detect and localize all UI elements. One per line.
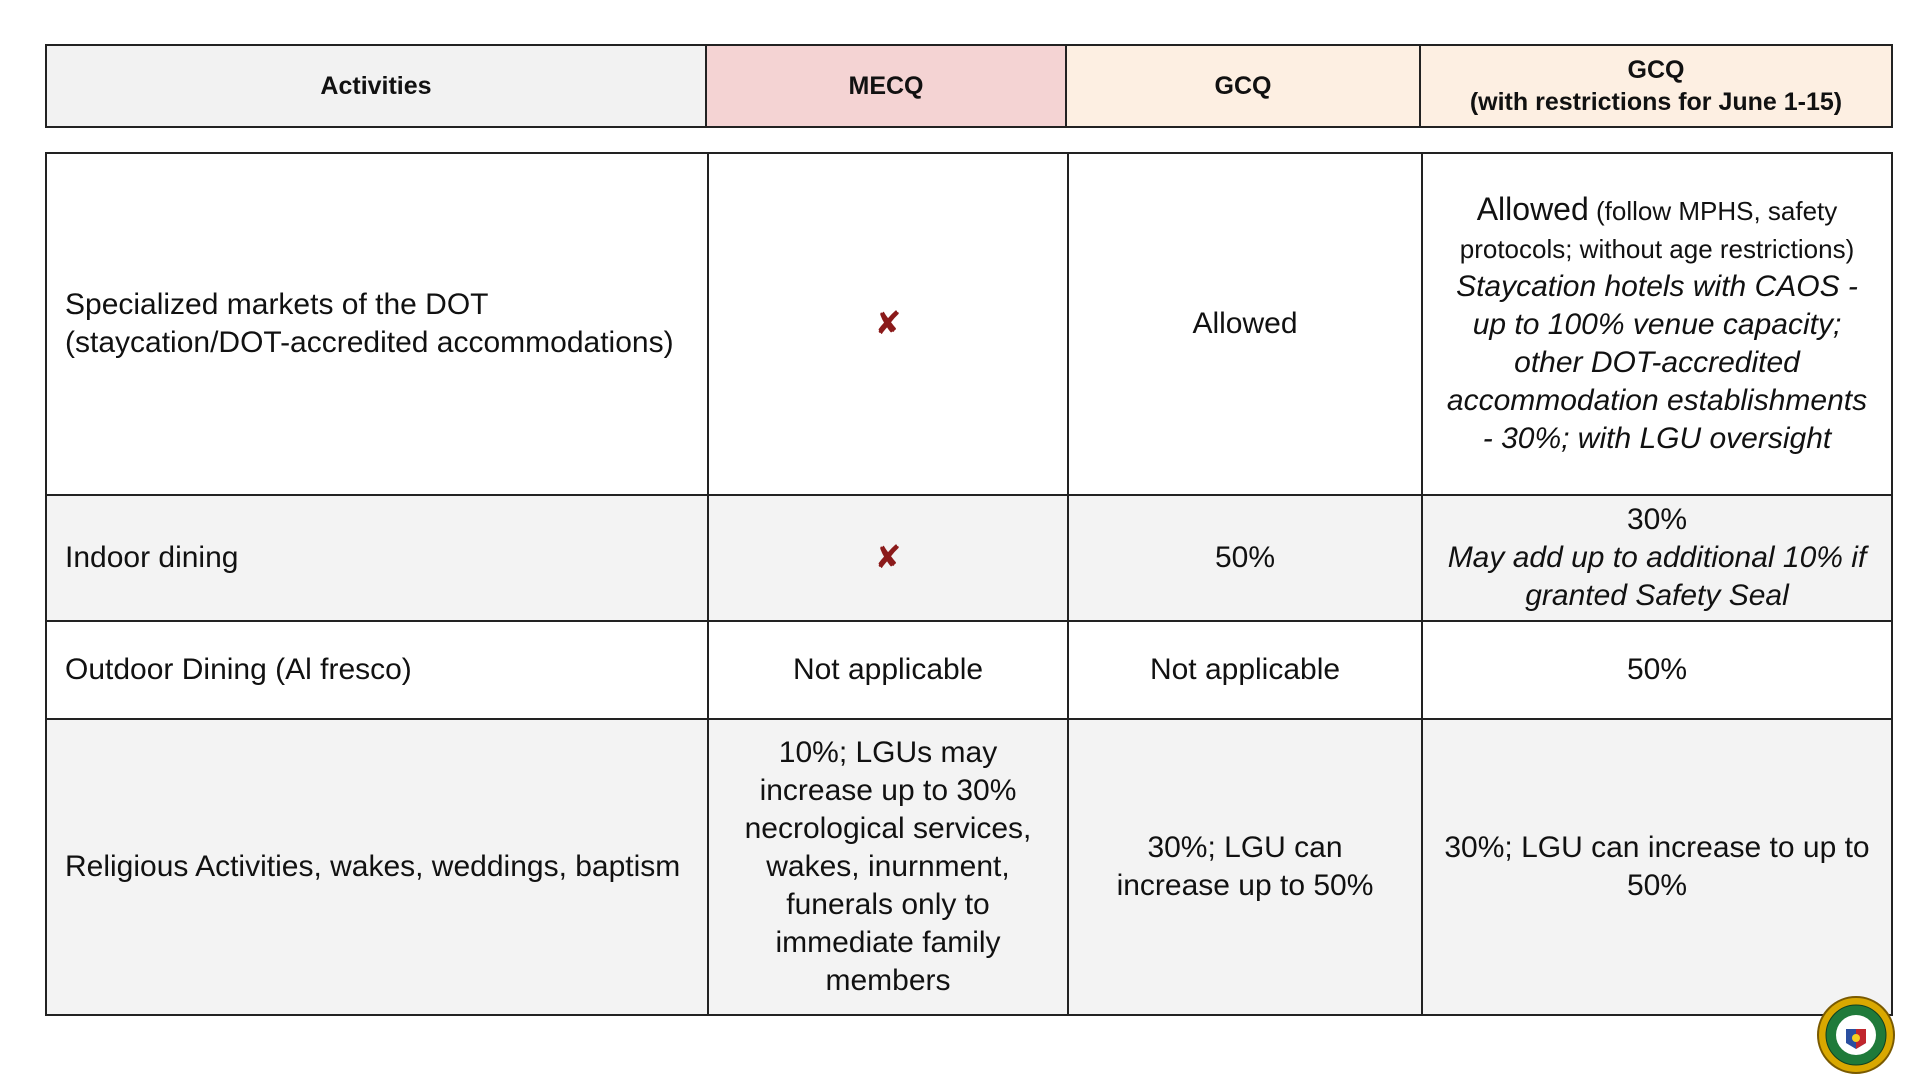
header-mecq: MECQ (705, 44, 1067, 128)
gcq-restricted-note: (follow MPHS, safety protocols; without … (1459, 196, 1855, 264)
gcq-restricted-main: Allowed (1476, 191, 1589, 227)
header-activities: Activities (45, 44, 707, 128)
mecq-cell: ✘ (707, 494, 1069, 622)
gcq-restricted-status: Allowed (follow MPHS, safety protocols; … (1441, 190, 1873, 268)
table-row: Specialized markets of the DOT (staycati… (45, 152, 1893, 496)
activity-cell: Indoor dining (45, 494, 709, 622)
gcq-cell: Not applicable (1067, 620, 1423, 720)
gcq-restricted-cell: 30% May add up to additional 10% if gran… (1421, 494, 1893, 622)
gcq-restricted-cell: 50% (1421, 620, 1893, 720)
mecq-cell: Not applicable (707, 620, 1069, 720)
column-header-table: Activities MECQ GCQ GCQ (with restrictio… (45, 44, 1893, 128)
activity-cell: Religious Activities, wakes, weddings, b… (45, 718, 709, 1016)
gcq-restricted-detail: May add up to additional 10% if granted … (1447, 541, 1867, 612)
activities-table: Specialized markets of the DOT (staycati… (45, 152, 1893, 1016)
gcq-restricted-cell: Allowed (follow MPHS, safety protocols; … (1421, 152, 1893, 496)
table-row: Religious Activities, wakes, weddings, b… (45, 718, 1893, 1016)
header-gcq: GCQ (1065, 44, 1421, 128)
mecq-cell: ✘ (707, 152, 1069, 496)
cross-icon: ✘ (874, 539, 902, 575)
department-of-health-seal-icon (1817, 996, 1895, 1074)
table-row: Outdoor Dining (Al fresco) Not applicabl… (45, 620, 1893, 720)
table-row: Indoor dining ✘ 50% 30% May add up to ad… (45, 494, 1893, 622)
gcq-cell: 50% (1067, 494, 1423, 622)
header-gcq-restricted-subtitle: (with restrictions for June 1-15) (1469, 88, 1843, 116)
header-row: Activities MECQ GCQ GCQ (with restrictio… (45, 44, 1893, 128)
activity-cell: Specialized markets of the DOT (staycati… (45, 152, 709, 496)
gcq-restricted-cell: 30%; LGU can increase to up to 50% (1421, 718, 1893, 1016)
gcq-restricted-main: 30% (1626, 503, 1688, 536)
gcq-cell: 30%; LGU can increase up to 50% (1067, 718, 1423, 1016)
gcq-restricted-detail: Staycation hotels with CAOS - up to 100%… (1446, 270, 1868, 455)
mecq-cell: 10%; LGUs may increase up to 30% necrolo… (707, 718, 1069, 1016)
header-gcq-restricted-title: GCQ (1627, 56, 1685, 84)
activity-cell: Outdoor Dining (Al fresco) (45, 620, 709, 720)
cross-icon: ✘ (874, 305, 902, 341)
header-gcq-restricted: GCQ (with restrictions for June 1-15) (1419, 44, 1893, 128)
gcq-cell: Allowed (1067, 152, 1423, 496)
